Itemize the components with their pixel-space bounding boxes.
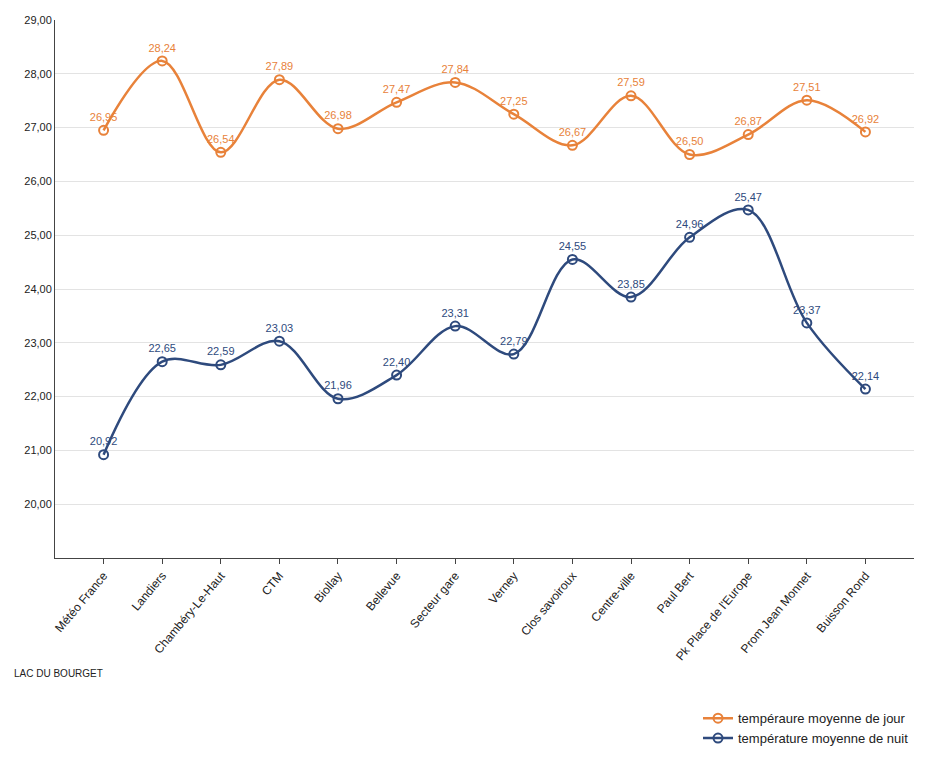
svg-text:26,92: 26,92 (852, 113, 880, 125)
svg-text:température moyenne de nuit: température moyenne de nuit (738, 731, 908, 746)
svg-text:26,00: 26,00 (24, 175, 52, 187)
svg-text:27,47: 27,47 (383, 83, 411, 95)
svg-text:21,00: 21,00 (24, 444, 52, 456)
svg-text:27,84: 27,84 (441, 63, 469, 75)
svg-text:26,50: 26,50 (676, 135, 704, 147)
svg-text:22,00: 22,00 (24, 390, 52, 402)
svg-text:26,87: 26,87 (734, 115, 762, 127)
svg-text:Biollay: Biollay (311, 569, 344, 605)
svg-text:Prom Jean Monnet: Prom Jean Monnet (738, 569, 814, 656)
svg-text:22,40: 22,40 (383, 356, 411, 368)
svg-text:22,59: 22,59 (207, 345, 235, 357)
svg-text:Centre-ville: Centre-ville (588, 569, 638, 625)
svg-text:26,67: 26,67 (559, 126, 587, 138)
svg-text:24,55: 24,55 (559, 240, 587, 252)
svg-text:25,47: 25,47 (734, 191, 762, 203)
svg-text:Secteur gare: Secteur gare (407, 569, 462, 631)
svg-text:26,95: 26,95 (90, 111, 118, 123)
svg-text:27,89: 27,89 (266, 60, 294, 72)
svg-text:Paul Bert: Paul Bert (654, 569, 697, 616)
svg-text:27,00: 27,00 (24, 121, 52, 133)
svg-text:27,51: 27,51 (793, 81, 821, 93)
svg-text:26,54: 26,54 (207, 133, 235, 145)
svg-text:Météo France: Météo France (52, 569, 111, 635)
svg-text:23,00: 23,00 (24, 337, 52, 349)
svg-text:20,92: 20,92 (90, 435, 118, 447)
svg-text:29,00: 29,00 (24, 14, 52, 26)
svg-text:Buisson Rond: Buisson Rond (814, 569, 873, 635)
svg-text:Bellevue: Bellevue (363, 569, 404, 614)
svg-text:Clos savoiroux: Clos savoiroux (518, 569, 579, 638)
svg-text:Chambéry-Le-Haut: Chambéry-Le-Haut (151, 569, 228, 657)
svg-text:28,00: 28,00 (24, 68, 52, 80)
svg-text:23,37: 23,37 (793, 304, 821, 316)
svg-text:22,14: 22,14 (852, 370, 880, 382)
svg-text:Pk Place de l'Europe: Pk Place de l'Europe (673, 569, 755, 663)
svg-text:CTM: CTM (259, 569, 286, 598)
svg-text:21,96: 21,96 (324, 379, 352, 391)
svg-text:23,31: 23,31 (441, 307, 469, 319)
svg-text:tempéraure moyenne de jour: tempéraure moyenne de jour (738, 711, 906, 726)
svg-text:20,00: 20,00 (24, 498, 52, 510)
svg-text:25,00: 25,00 (24, 229, 52, 241)
svg-text:24,00: 24,00 (24, 283, 52, 295)
svg-text:23,85: 23,85 (617, 278, 645, 290)
svg-text:24,96: 24,96 (676, 218, 704, 230)
svg-text:Landiers: Landiers (129, 569, 169, 613)
svg-text:26,98: 26,98 (324, 109, 352, 121)
svg-text:22,65: 22,65 (148, 342, 176, 354)
svg-text:28,24: 28,24 (148, 42, 176, 54)
svg-text:22,79: 22,79 (500, 335, 528, 347)
svg-text:Verney: Verney (486, 569, 521, 607)
svg-text:LAC DU BOURGET: LAC DU BOURGET (14, 668, 103, 679)
svg-text:23,03: 23,03 (266, 322, 294, 334)
svg-text:27,59: 27,59 (617, 76, 645, 88)
svg-text:27,25: 27,25 (500, 95, 528, 107)
